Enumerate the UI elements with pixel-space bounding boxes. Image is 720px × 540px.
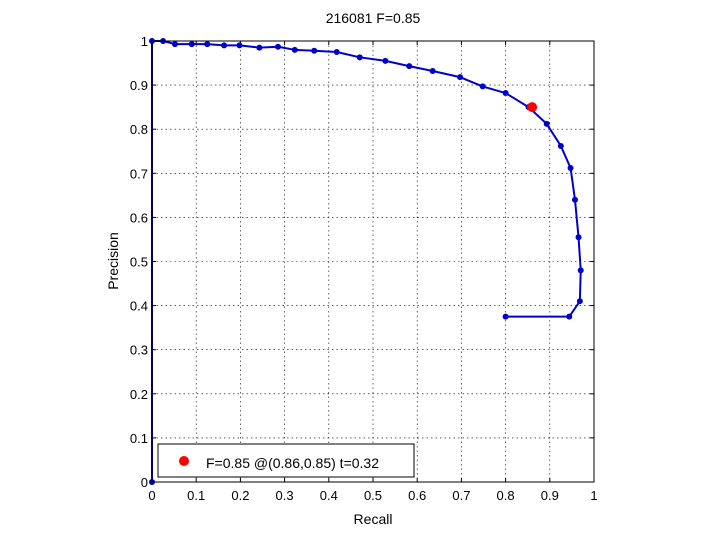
y-tick-label: 0.5 [130, 255, 148, 270]
y-tick-label: 0.3 [130, 343, 148, 358]
series-point [291, 46, 298, 53]
x-tick-label: 0.9 [541, 488, 559, 503]
x-axis-label: Recall [354, 511, 393, 527]
series-point [171, 41, 178, 48]
x-tick-label: 0.4 [320, 488, 338, 503]
x-tick-label: 1 [590, 488, 597, 503]
y-tick-label: 0.1 [130, 431, 148, 446]
grid-lines [152, 41, 594, 482]
y-tick-label: 1 [141, 34, 148, 49]
series-point [274, 43, 281, 50]
legend-marker [179, 456, 189, 466]
chart-title: 216081 F=0.85 [326, 10, 421, 26]
series-point [567, 165, 574, 172]
series-point [236, 42, 243, 49]
x-tick-label: 0.2 [231, 488, 249, 503]
series-point [311, 47, 318, 54]
y-axis-label: Precision [105, 232, 121, 290]
legend-label: F=0.85 @(0.86,0.85) t=0.32 [206, 455, 379, 471]
axes-frame [151, 40, 595, 483]
y-tick-label: 0.8 [130, 122, 148, 137]
series-point [188, 41, 195, 48]
series-point [406, 63, 413, 70]
legend: F=0.85 @(0.86,0.85) t=0.32 [157, 443, 415, 478]
best-f-point [527, 102, 538, 113]
series-point [566, 313, 573, 320]
y-tick-label: 0 [141, 475, 148, 490]
series-point [577, 267, 584, 274]
legend-box [157, 443, 415, 478]
series-point [557, 142, 564, 149]
y-tick-label: 0.7 [130, 166, 148, 181]
series-point [575, 234, 582, 241]
x-tick-label: 0.6 [408, 488, 426, 503]
y-tick-label: 0.2 [130, 387, 148, 402]
series-point [333, 49, 340, 56]
series-point [204, 41, 211, 48]
x-tick-label: 0.3 [276, 488, 294, 503]
x-tick-labels: 0 0.1 0.2 0.3 0.4 0.5 0.6 0.7 0.8 0.9 1 [148, 488, 597, 503]
series-point [479, 83, 486, 90]
series-point [543, 120, 550, 127]
y-tick-labels: 0 0.1 0.2 0.3 0.4 0.5 0.6 0.7 0.8 0.9 1 [130, 34, 148, 490]
series-point [502, 313, 509, 320]
series-point [571, 196, 578, 203]
series-layer [149, 38, 584, 485]
series-point [256, 44, 263, 51]
series-point [576, 298, 583, 305]
x-tick-label: 0.7 [452, 488, 470, 503]
y-tick-label: 0.4 [130, 299, 148, 314]
series-point [502, 90, 509, 97]
series-point [457, 74, 464, 81]
y-tick-label: 0.6 [130, 210, 148, 225]
x-tick-label: 0.5 [364, 488, 382, 503]
series-point [221, 42, 228, 49]
series-point [356, 54, 363, 61]
x-tick-label: 0.1 [187, 488, 205, 503]
x-tick-label: 0 [148, 488, 155, 503]
best-point-layer [527, 102, 538, 113]
x-tick-label: 0.8 [497, 488, 515, 503]
y-tick-label: 0.9 [130, 78, 148, 93]
series-point [382, 57, 389, 64]
series-point [429, 67, 436, 74]
